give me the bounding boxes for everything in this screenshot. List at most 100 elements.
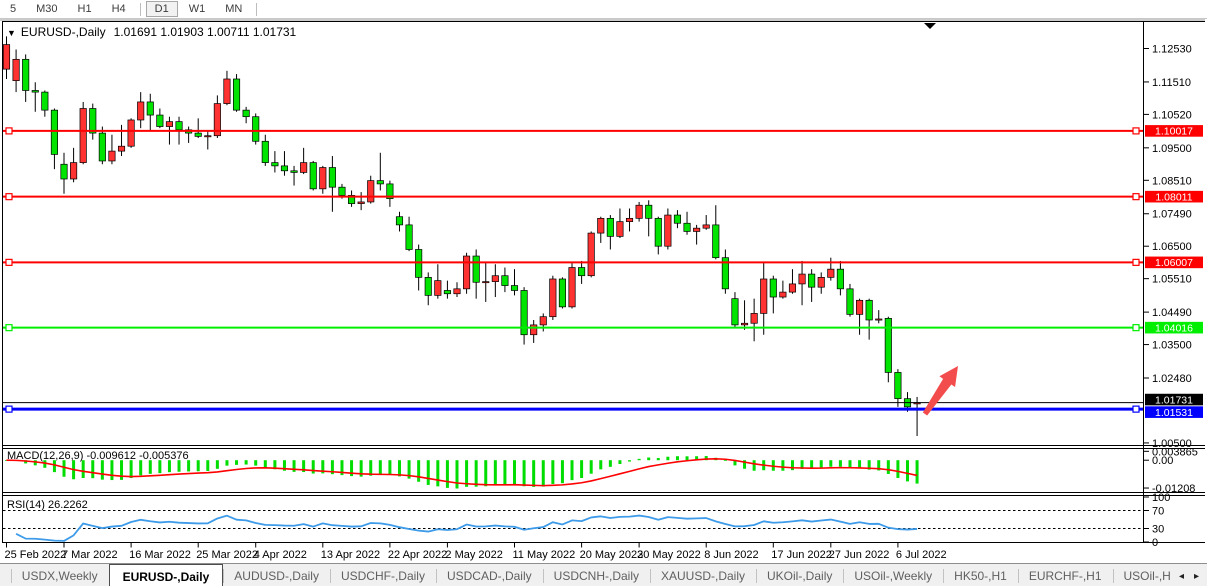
macd-histogram-bar [522,460,526,487]
candle-bullish [2,44,11,70]
macd-histogram-bar [810,460,814,469]
date-axis-label: 2 May 2022 [445,549,502,561]
candle-bearish [558,278,566,308]
candle-bullish [664,214,672,247]
level-price-label-bg [1145,256,1203,269]
price-axis-tick-label: 1.08510 [1152,175,1192,187]
macd-histogram-bar [24,460,28,464]
level-price-label-bg [1145,125,1203,137]
tab-usdx-weekly[interactable]: USDX,Weekly [10,564,109,586]
timeframe-button-5[interactable]: 5 [10,3,17,15]
candle-bearish [242,109,250,118]
macd-histogram-bar [628,460,632,462]
date-axis-label: 27 Jun 2022 [829,549,890,561]
tab-usdcad-daily[interactable]: USDCAD-,Daily [435,564,543,586]
macd-histogram-bar [244,460,248,465]
macd-histogram-bar [675,456,679,461]
candle-bullish [635,204,643,219]
macd-histogram-bar [407,460,411,479]
level-price-label: 1.08011 [1155,191,1192,203]
price-axis-tick-label: 1.10520 [1152,109,1192,121]
candle-bullish [875,318,883,321]
bid-price-label-bg [1145,393,1203,406]
level-price-label: 1.06007 [1155,257,1193,269]
macd-histogram-bar [790,460,794,471]
tab-scroll-left-icon[interactable]: ◂ [1178,570,1184,582]
macd-histogram-bar [330,460,334,475]
macd-histogram-bar [513,460,517,485]
candle-bearish [271,162,279,167]
macd-histogram-bar [723,460,727,462]
macd-histogram-bar [599,460,603,470]
tab-eurchf-h1[interactable]: EURCHF-,H1 [1017,564,1113,586]
macd-axis-label: -0.01208 [1152,483,1195,495]
tab-usoil-h1[interactable]: USOil-,H1 [1112,564,1171,586]
rsi-header: RSI(14) 26.2262 [7,499,88,511]
tab-audusd-daily[interactable]: AUDUSD-,Daily [223,564,330,586]
macd-histogram-bar [187,460,191,472]
macd-axis-label: 0.00 [1152,455,1173,467]
timeframe-button-mn[interactable]: MN [225,3,243,15]
price-chart-canvas[interactable]: 1.12530 1.11510 1.10520 1.09500 1.08510 1.074… [0,19,1207,563]
date-axis-label: 7 Mar 2022 [62,549,118,561]
timeframe-button-m30[interactable]: M30 [36,3,58,15]
candle-bearish [443,290,451,295]
toolbar-separator [256,2,258,16]
candle-bullish [817,277,825,288]
candle-bullish [79,108,87,163]
toolbar-separator [139,2,141,16]
candle-bearish [884,317,892,373]
timeframe-button-h1[interactable]: H1 [77,3,92,15]
candle-bullish [223,78,231,104]
candle-bullish [856,299,864,315]
candle-bearish [501,275,509,286]
tab-eurusd-daily[interactable]: EURUSD-,Daily [108,564,224,586]
date-axis-label: 22 Apr 2022 [388,549,447,561]
macd-histogram-bar [493,460,497,486]
level-price-label-bg [1145,321,1203,334]
date-axis-label: 30 May 2022 [637,549,701,561]
macd-histogram-bar [225,460,229,466]
candle-bearish [41,91,49,111]
macd-histogram-bar [800,460,804,470]
price-axis-tick-label: 1.04490 [1152,307,1192,319]
macd-histogram-bar [273,460,277,470]
timeframe-button-w1[interactable]: W1 [188,3,206,15]
tab-usdcnh-daily[interactable]: USDCNH-,Daily [542,564,650,586]
tab-usdchf-daily[interactable]: USDCHF-,Daily [329,564,436,586]
candle-bullish [319,167,327,190]
macd-histogram-bar [321,460,325,474]
macd-histogram-bar [560,460,564,484]
price-axis-tick-label: 1.05510 [1152,274,1192,286]
candle-bearish [175,121,183,131]
macd-histogram-bar [647,457,651,461]
macd-histogram-bar [43,460,47,468]
tab-hk50-h1[interactable]: HK50-,H1 [943,564,1018,586]
date-axis-label: 16 Mar 2022 [129,549,191,561]
candle-bullish [108,150,116,162]
macd-histogram-bar [743,460,747,469]
tab-xauusd-daily[interactable]: XAUUSD-,Daily [650,564,756,586]
candle-bullish [693,227,701,232]
candle-bullish [788,283,797,293]
macd-histogram-bar [81,460,85,478]
level-price-label: 1.04016 [1155,322,1193,334]
arrow-up-annotation[interactable] [922,366,958,416]
tab-scroll-right-icon[interactable]: ▸ [1193,570,1199,582]
macd-histogram-bar [397,460,401,477]
symbol-dropdown-icon[interactable]: ▼ [7,28,16,38]
tabbar-spacer [0,564,11,586]
symbol-tabbar: USDX,Weekly EURUSD-,Daily AUDUSD-,Daily USD… [0,563,1207,586]
timeframe-button-d1[interactable]: D1 [145,1,178,17]
tab-ukoil-daily[interactable]: UKOil-,Daily [756,564,843,586]
main-plot-hitarea[interactable] [3,22,1143,445]
macd-histogram-bar [580,460,584,478]
candle-bullish [597,217,605,234]
date-axis-label: 11 May 2022 [513,549,576,561]
timeframe-button-h4[interactable]: H4 [111,3,126,15]
tab-usoil-weekly[interactable]: USOil-,Weekly [843,564,943,586]
candle-bullish [213,103,221,137]
rsi-axis-label: 70 [1152,506,1164,518]
candle-bearish [808,273,816,288]
macd-histogram-bar [896,460,900,478]
